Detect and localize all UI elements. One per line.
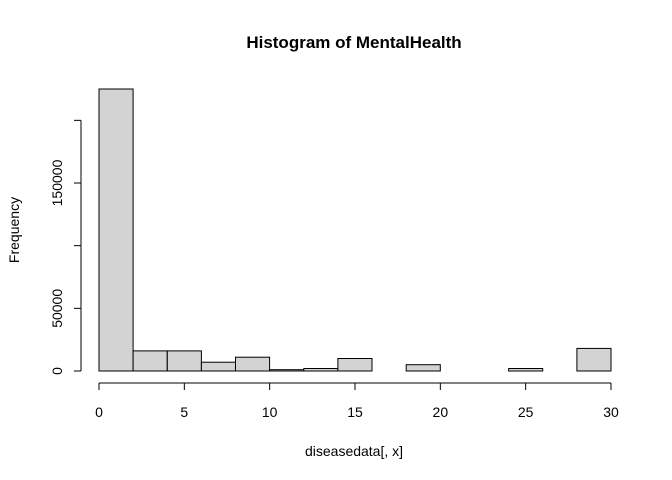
x-tick-label: 20 (433, 404, 449, 420)
histogram-bar (132, 350, 168, 372)
y-tick-label: 50000 (49, 289, 65, 328)
x-tick-label: 5 (180, 404, 188, 420)
histogram-bar (508, 368, 544, 372)
histogram-bar (303, 368, 339, 372)
x-tick-label: 15 (347, 404, 363, 420)
bars-group (98, 88, 612, 372)
histogram-bar (166, 350, 202, 372)
histogram-bar (337, 358, 373, 372)
y-axis-label: Frequency (6, 197, 22, 263)
y-axis: 0 50000 150000 (49, 119, 82, 375)
histogram-bar (200, 361, 236, 372)
histogram-bar (269, 369, 305, 372)
x-axis: 0 5 10 15 20 25 30 (95, 382, 619, 420)
y-tick-label: 150000 (49, 159, 65, 206)
x-tick-label: 10 (262, 404, 278, 420)
x-tick-label: 25 (518, 404, 534, 420)
x-tick-label: 30 (603, 404, 619, 420)
histogram-bar (405, 364, 441, 372)
x-axis-label: diseasedata[, x] (305, 443, 403, 459)
y-tick-label: 0 (49, 367, 65, 375)
x-tick-label: 0 (95, 404, 103, 420)
histogram-bar (576, 347, 612, 372)
histogram-bar (235, 356, 271, 372)
histogram-bar (98, 88, 134, 372)
chart-title: Histogram of MentalHealth (246, 33, 461, 52)
